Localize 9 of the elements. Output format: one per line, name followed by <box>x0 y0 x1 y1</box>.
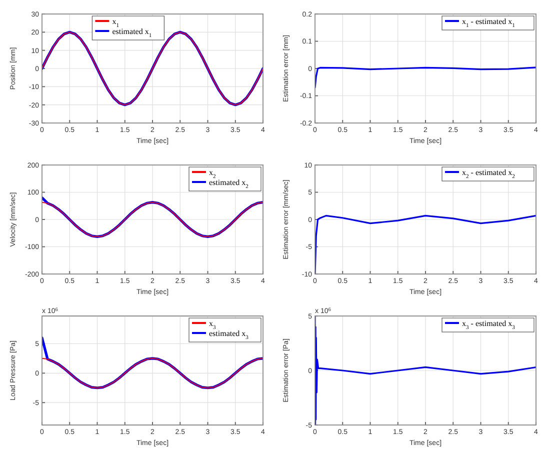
legend-label: x$_{2}$ - estimated x$_{2}$ <box>462 168 516 180</box>
legend-label: x$_{3}$ - estimated x$_{3}$ <box>462 319 516 331</box>
legend-label: estimated x$_{2}$ <box>209 178 249 190</box>
legend-label: x$_{3}$ <box>209 319 216 331</box>
legend-label: x$_{1}$ <box>112 17 120 29</box>
legend-label: x$_{1}$ - estimated x$_{1}$ <box>462 17 516 29</box>
legend-label: x$_{2}$ <box>209 168 216 180</box>
legend-label: estimated x$_{3}$ <box>209 329 249 341</box>
legend-label: estimated x$_{1}$ <box>112 27 152 39</box>
